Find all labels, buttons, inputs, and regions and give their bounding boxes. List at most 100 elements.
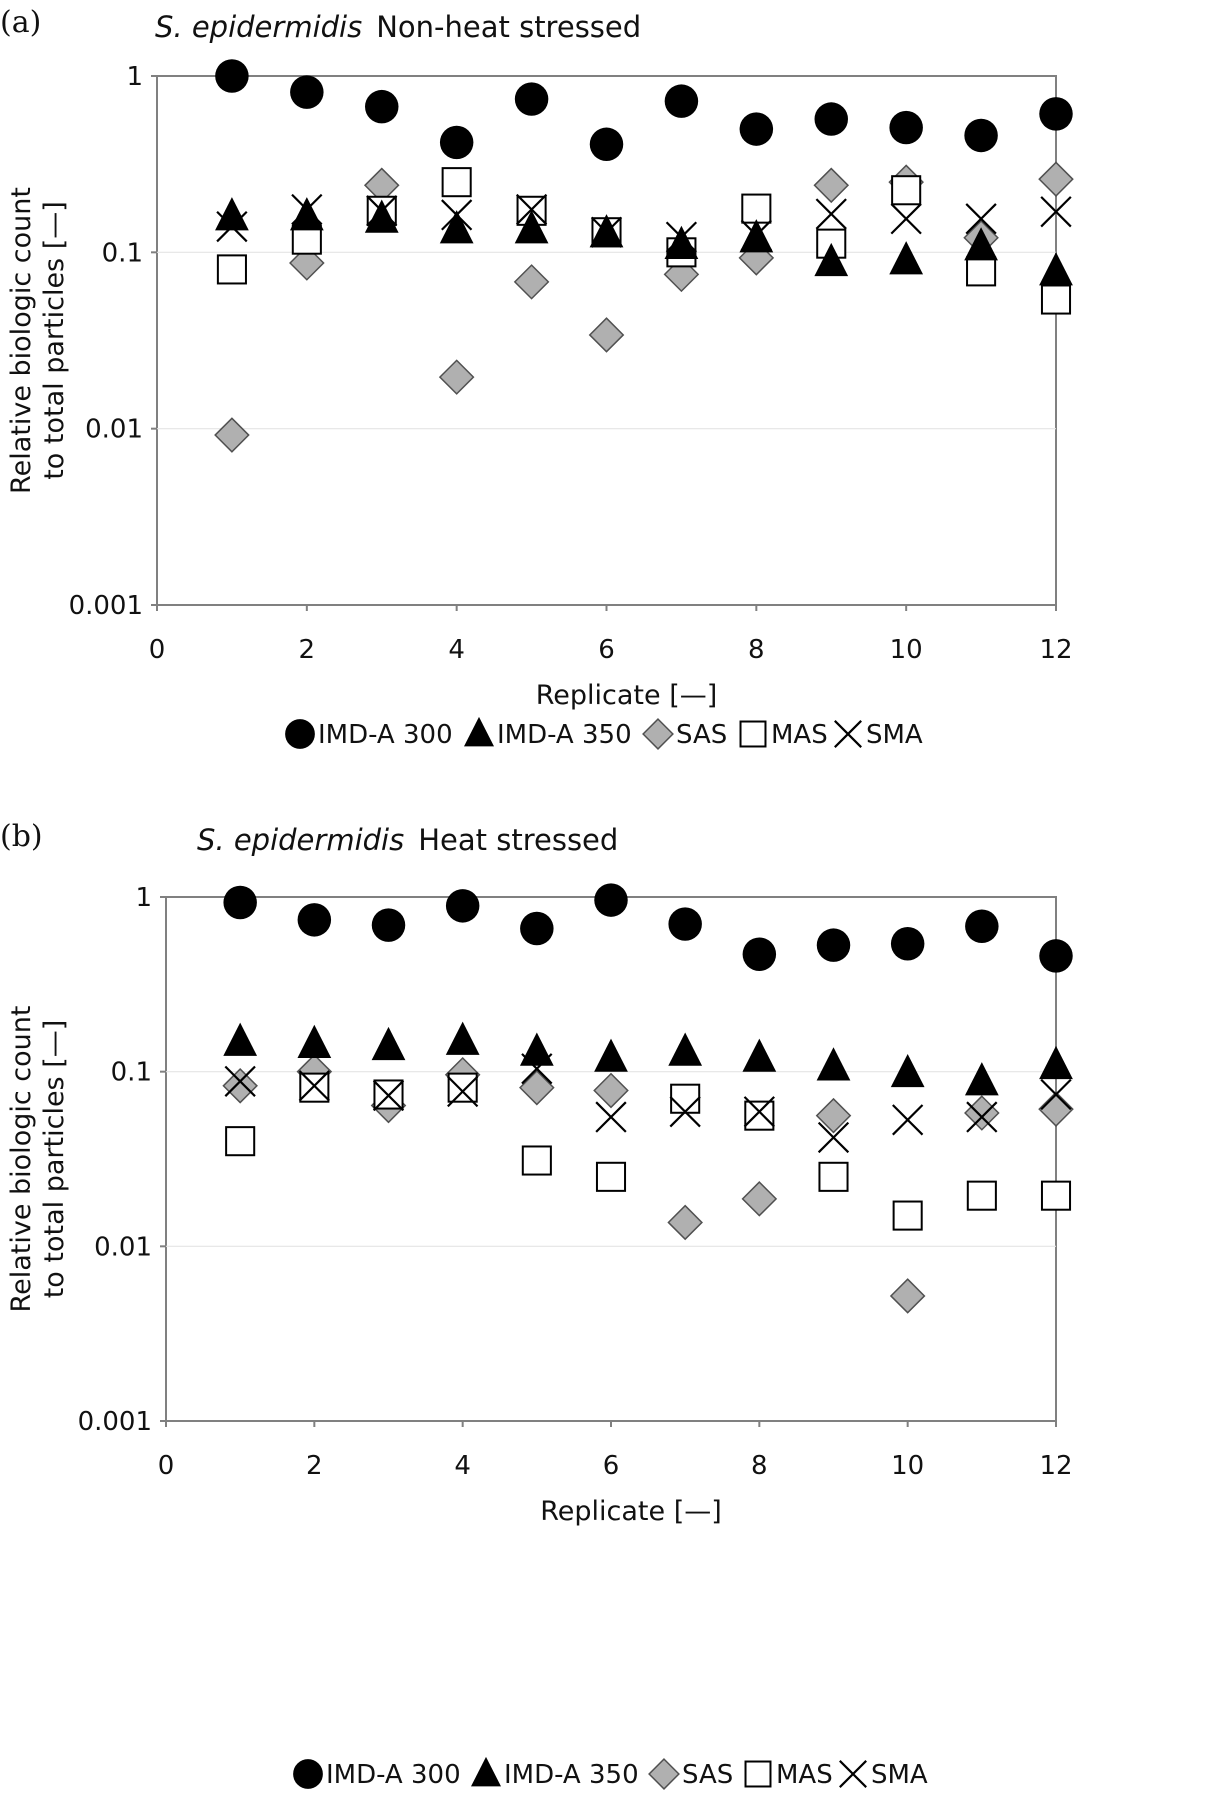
data-point-circle xyxy=(371,908,406,942)
legend-label: SAS xyxy=(676,720,727,750)
data-point-cross xyxy=(817,1121,850,1154)
data-point-cross xyxy=(595,1101,627,1133)
data-point-cross-stroke xyxy=(298,1070,330,1102)
data-point-square xyxy=(447,1072,478,1103)
data-point-cross-stroke xyxy=(669,1096,701,1128)
data-point-cross xyxy=(743,1096,775,1128)
data-point-triangle xyxy=(439,210,474,244)
x-tick-label: 6 xyxy=(598,635,615,665)
data-point-triangle xyxy=(890,1053,925,1088)
chart-title: S. epidermidis Non-heat stressed xyxy=(155,10,641,44)
data-point-square xyxy=(441,167,472,198)
legend-marker-diamond xyxy=(642,718,674,750)
data-point-circle xyxy=(594,883,628,917)
legend: IMD-A 300 IMD-A 350 SAS MAS SMA xyxy=(285,716,923,750)
data-point-circle xyxy=(439,125,474,160)
data-point-cross xyxy=(669,1096,701,1128)
data-point-cross xyxy=(966,1101,998,1133)
legend-marker-circle xyxy=(293,1759,323,1789)
x-tick-label: 10 xyxy=(891,1451,924,1481)
data-point-cross-stroke xyxy=(892,1104,924,1136)
data-point-square xyxy=(216,254,247,285)
legend-marker-square xyxy=(739,720,767,748)
data-point-square xyxy=(225,1126,256,1157)
data-point-cross-stroke xyxy=(1040,196,1072,228)
data-point-diamond xyxy=(1038,1091,1074,1127)
data-point-triangle xyxy=(742,1038,777,1072)
data-point-circle xyxy=(223,885,257,920)
y-tick-label: 1 xyxy=(135,883,152,913)
data-point-triangle xyxy=(514,210,549,244)
data-point-cross-stroke xyxy=(817,1121,850,1154)
x-axis-title: Replicate [—] xyxy=(536,680,718,711)
y-tick-label: 0.1 xyxy=(111,1058,152,1088)
data-point-cross-stroke xyxy=(743,1096,775,1128)
y-tick-label: 0.01 xyxy=(94,1232,152,1262)
data-point-cross xyxy=(815,198,847,230)
data-point-diamond xyxy=(519,1069,555,1106)
data-point-cross xyxy=(965,203,997,235)
data-point-triangle xyxy=(964,1062,999,1096)
data-point-circle xyxy=(365,89,399,124)
data-point-triangle xyxy=(1039,252,1073,286)
x-tick-label: 8 xyxy=(751,1451,768,1481)
data-point-circle xyxy=(816,928,851,962)
data-point-square xyxy=(966,256,997,287)
x-tick-label: 10 xyxy=(890,635,923,665)
data-point-diamond xyxy=(588,317,625,353)
data-point-diamond xyxy=(741,1181,778,1217)
data-point-triangle xyxy=(215,197,249,231)
data-point-triangle xyxy=(964,227,998,261)
chart-title: S. epidermidis Heat stressed xyxy=(197,823,618,857)
data-point-circle xyxy=(589,127,624,162)
data-point-cross-stroke xyxy=(515,193,548,226)
y-tick-label: 0.001 xyxy=(69,591,143,621)
data-point-square xyxy=(892,1200,923,1231)
y-tick-label: 0.1 xyxy=(102,238,143,268)
data-point-square xyxy=(818,1161,849,1192)
legend-marker-triangle xyxy=(464,716,494,747)
data-point-circle xyxy=(520,911,554,946)
series-imd-a-350 xyxy=(223,1021,1073,1096)
legend-label: MAS xyxy=(771,720,828,750)
data-point-cross-stroke xyxy=(890,203,922,235)
data-point-diamond xyxy=(1038,161,1074,197)
data-point-diamond xyxy=(815,1097,852,1134)
x-tick-label: 6 xyxy=(603,1451,620,1481)
data-point-square xyxy=(299,1072,330,1103)
data-point-diamond xyxy=(593,1072,629,1109)
data-point-square xyxy=(741,193,772,224)
data-point-circle xyxy=(1039,97,1073,131)
x-tick-label: 2 xyxy=(299,635,316,665)
data-point-circle xyxy=(514,82,549,116)
data-point-diamond xyxy=(222,1068,258,1104)
data-point-diamond xyxy=(438,359,475,395)
legend-label: SMA xyxy=(871,1760,928,1790)
data-point-triangle xyxy=(289,197,324,231)
chart-panel-a: (a) S. epidermidis Non-heat stressed 0.001 0… xyxy=(0,5,1074,750)
data-point-cross-stroke xyxy=(224,1065,256,1097)
data-point-diamond xyxy=(667,1204,703,1241)
data-point-diamond xyxy=(214,417,250,453)
data-point-triangle xyxy=(1039,1045,1073,1080)
data-point-diamond xyxy=(889,1278,926,1314)
x-tick-label: 0 xyxy=(158,1451,175,1481)
data-point-triangle xyxy=(589,214,624,248)
chart-title-rest: Heat stressed xyxy=(418,823,618,857)
panel-label: (a) xyxy=(0,5,41,40)
data-point-cross xyxy=(515,193,548,226)
legend-marker-triangle xyxy=(471,1756,501,1787)
legend-marker-cross-stroke xyxy=(834,720,862,748)
data-point-diamond xyxy=(513,264,550,300)
chart-title-rest: Non-heat stressed xyxy=(376,10,641,44)
data-point-circle xyxy=(742,937,777,972)
y-tick-label: 0.01 xyxy=(85,415,143,445)
y-axis-title-line2: to total particles [—] xyxy=(39,201,70,480)
data-point-cross-stroke xyxy=(966,1101,998,1133)
legend-marker-cross xyxy=(834,720,862,748)
data-point-square xyxy=(670,1083,701,1114)
data-point-circle xyxy=(965,909,999,943)
y-axis-title-line1: Relative biologic count xyxy=(6,1006,37,1313)
data-point-cross xyxy=(1040,1078,1072,1111)
data-point-cross-stroke xyxy=(1040,1078,1072,1111)
